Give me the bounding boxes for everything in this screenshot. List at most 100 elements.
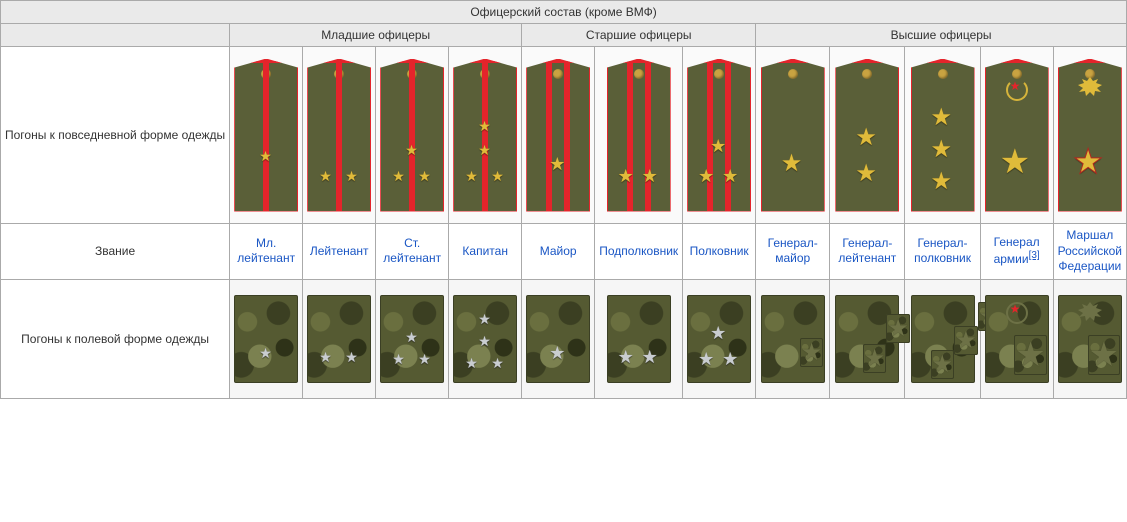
- rank-link[interactable]: Генерал-полковник: [914, 236, 971, 266]
- star-icon: ★: [549, 154, 565, 175]
- star-icon: ★: [698, 166, 714, 187]
- field-cell: ★★★: [905, 279, 980, 398]
- star-icon: ★: [781, 149, 803, 178]
- stripe: [263, 63, 269, 211]
- rank-link[interactable]: Лейтенант: [310, 244, 369, 258]
- field-cell: ★: [230, 279, 303, 398]
- field-cell: ★★★★: [449, 279, 522, 398]
- everyday-cell: ★: [1053, 47, 1126, 224]
- field-cell: ★: [522, 279, 595, 398]
- star-icon: ★: [931, 135, 953, 164]
- star-icon: ★: [491, 168, 504, 185]
- button-icon: [1012, 69, 1022, 79]
- rank-name-cell: Генералармии[3]: [980, 224, 1053, 280]
- star-icon: ★: [618, 347, 634, 368]
- rank-name-cell: Капитан: [449, 224, 522, 280]
- shoulder-board: ★: [985, 59, 1049, 212]
- everyday-cell: ★ ★ ★: [683, 47, 756, 224]
- rank-link[interactable]: Подполковник: [599, 244, 678, 258]
- shoulder-board: ★ ★ ★: [687, 59, 751, 212]
- shoulder-board: ★★★: [911, 59, 975, 212]
- star-icon: ★: [954, 326, 978, 355]
- camo-board: ★: [234, 295, 298, 383]
- star-icon: ★: [1088, 335, 1120, 375]
- rank-link[interactable]: Генерал-лейтенант: [838, 236, 896, 266]
- everyday-cell: ★★: [303, 47, 376, 224]
- group-header: Младшие офицеры: [230, 24, 522, 47]
- rank-link[interactable]: Полковник: [690, 244, 749, 258]
- shoulder-board: ★★★★: [453, 59, 517, 212]
- stripe: [409, 63, 415, 211]
- wreath-icon: [1006, 302, 1028, 324]
- rank-link[interactable]: Мл.лейтенант: [237, 236, 295, 266]
- star-icon: ★: [863, 344, 887, 373]
- rank-link[interactable]: Генерал-майор: [768, 236, 818, 266]
- star-icon: ★: [800, 338, 824, 367]
- rank-link[interactable]: Капитан: [462, 244, 508, 258]
- star-icon: ★: [392, 351, 405, 368]
- button-icon: [634, 69, 644, 79]
- button-icon: [938, 69, 948, 79]
- field-cell: ★: [1053, 279, 1126, 398]
- star-icon: ★: [418, 168, 431, 185]
- button-icon: [553, 69, 563, 79]
- group-header: Старшие офицеры: [522, 24, 756, 47]
- star-icon: ★: [405, 142, 418, 159]
- camo-board: ★: [985, 295, 1049, 383]
- row-label-everyday: Погоны к повседневной форме одежды: [1, 47, 230, 224]
- rank-name-cell: МаршалРоссийскойФедерации: [1053, 224, 1126, 280]
- everyday-cell: ★★★: [376, 47, 449, 224]
- star-icon: ★: [549, 343, 565, 364]
- field-cell: ★★: [303, 279, 376, 398]
- star-icon: ★: [1014, 335, 1046, 375]
- everyday-cell: ★★: [830, 47, 905, 224]
- star-icon: ★: [722, 166, 738, 187]
- camo-board: ★★★★: [453, 295, 517, 383]
- eagle-icon: [1072, 75, 1108, 101]
- shoulder-board: ★: [234, 59, 298, 212]
- star-icon: ★: [465, 355, 478, 372]
- row-label-field: Погоны к полевой форме одежды: [1, 279, 230, 398]
- star-icon: ★: [1000, 142, 1030, 182]
- camo-board: ★★: [307, 295, 371, 383]
- reference-link[interactable]: [3]: [1029, 250, 1040, 261]
- star-icon: ★: [710, 136, 726, 157]
- field-cell: ★: [980, 279, 1053, 398]
- everyday-cell: ★★: [595, 47, 683, 224]
- star-icon: ★: [931, 103, 953, 132]
- row-label-rank: Звание: [1, 224, 230, 280]
- field-cell: ★: [756, 279, 830, 398]
- rank-name-cell: Генерал-полковник: [905, 224, 980, 280]
- stripe: [645, 63, 651, 211]
- field-cell: ★★: [595, 279, 683, 398]
- everyday-cell: ★: [980, 47, 1053, 224]
- button-icon: [862, 69, 872, 79]
- stripe: [627, 63, 633, 211]
- rank-name-cell: Майор: [522, 224, 595, 280]
- star-icon: ★: [345, 168, 358, 185]
- everyday-cell: ★: [230, 47, 303, 224]
- star-icon: ★: [478, 118, 491, 135]
- camo-board: ★: [761, 295, 825, 383]
- rank-name-cell: Лейтенант: [303, 224, 376, 280]
- shoulder-board: ★: [1058, 59, 1122, 212]
- rank-link[interactable]: Майор: [540, 244, 577, 258]
- rank-link[interactable]: МаршалРоссийскойФедерации: [1058, 228, 1122, 273]
- star-icon: ★: [259, 345, 272, 362]
- rank-name-cell: Мл.лейтенант: [230, 224, 303, 280]
- corner-empty: [1, 24, 230, 47]
- everyday-cell: ★★★: [905, 47, 980, 224]
- camo-board: ★★: [835, 295, 899, 383]
- group-header: Высшие офицеры: [756, 24, 1127, 47]
- rank-link[interactable]: Ст.лейтенант: [383, 236, 441, 266]
- shoulder-board: ★★★: [380, 59, 444, 212]
- camo-board: ★★★: [687, 295, 751, 383]
- star-icon: ★: [1073, 142, 1103, 182]
- rank-name-cell: Полковник: [683, 224, 756, 280]
- rank-name-cell: Генерал-лейтенант: [830, 224, 905, 280]
- star-icon: ★: [642, 166, 658, 187]
- star-icon: ★: [319, 349, 332, 366]
- star-icon: ★: [642, 347, 658, 368]
- shoulder-board: ★★: [835, 59, 899, 212]
- button-icon: [788, 69, 798, 79]
